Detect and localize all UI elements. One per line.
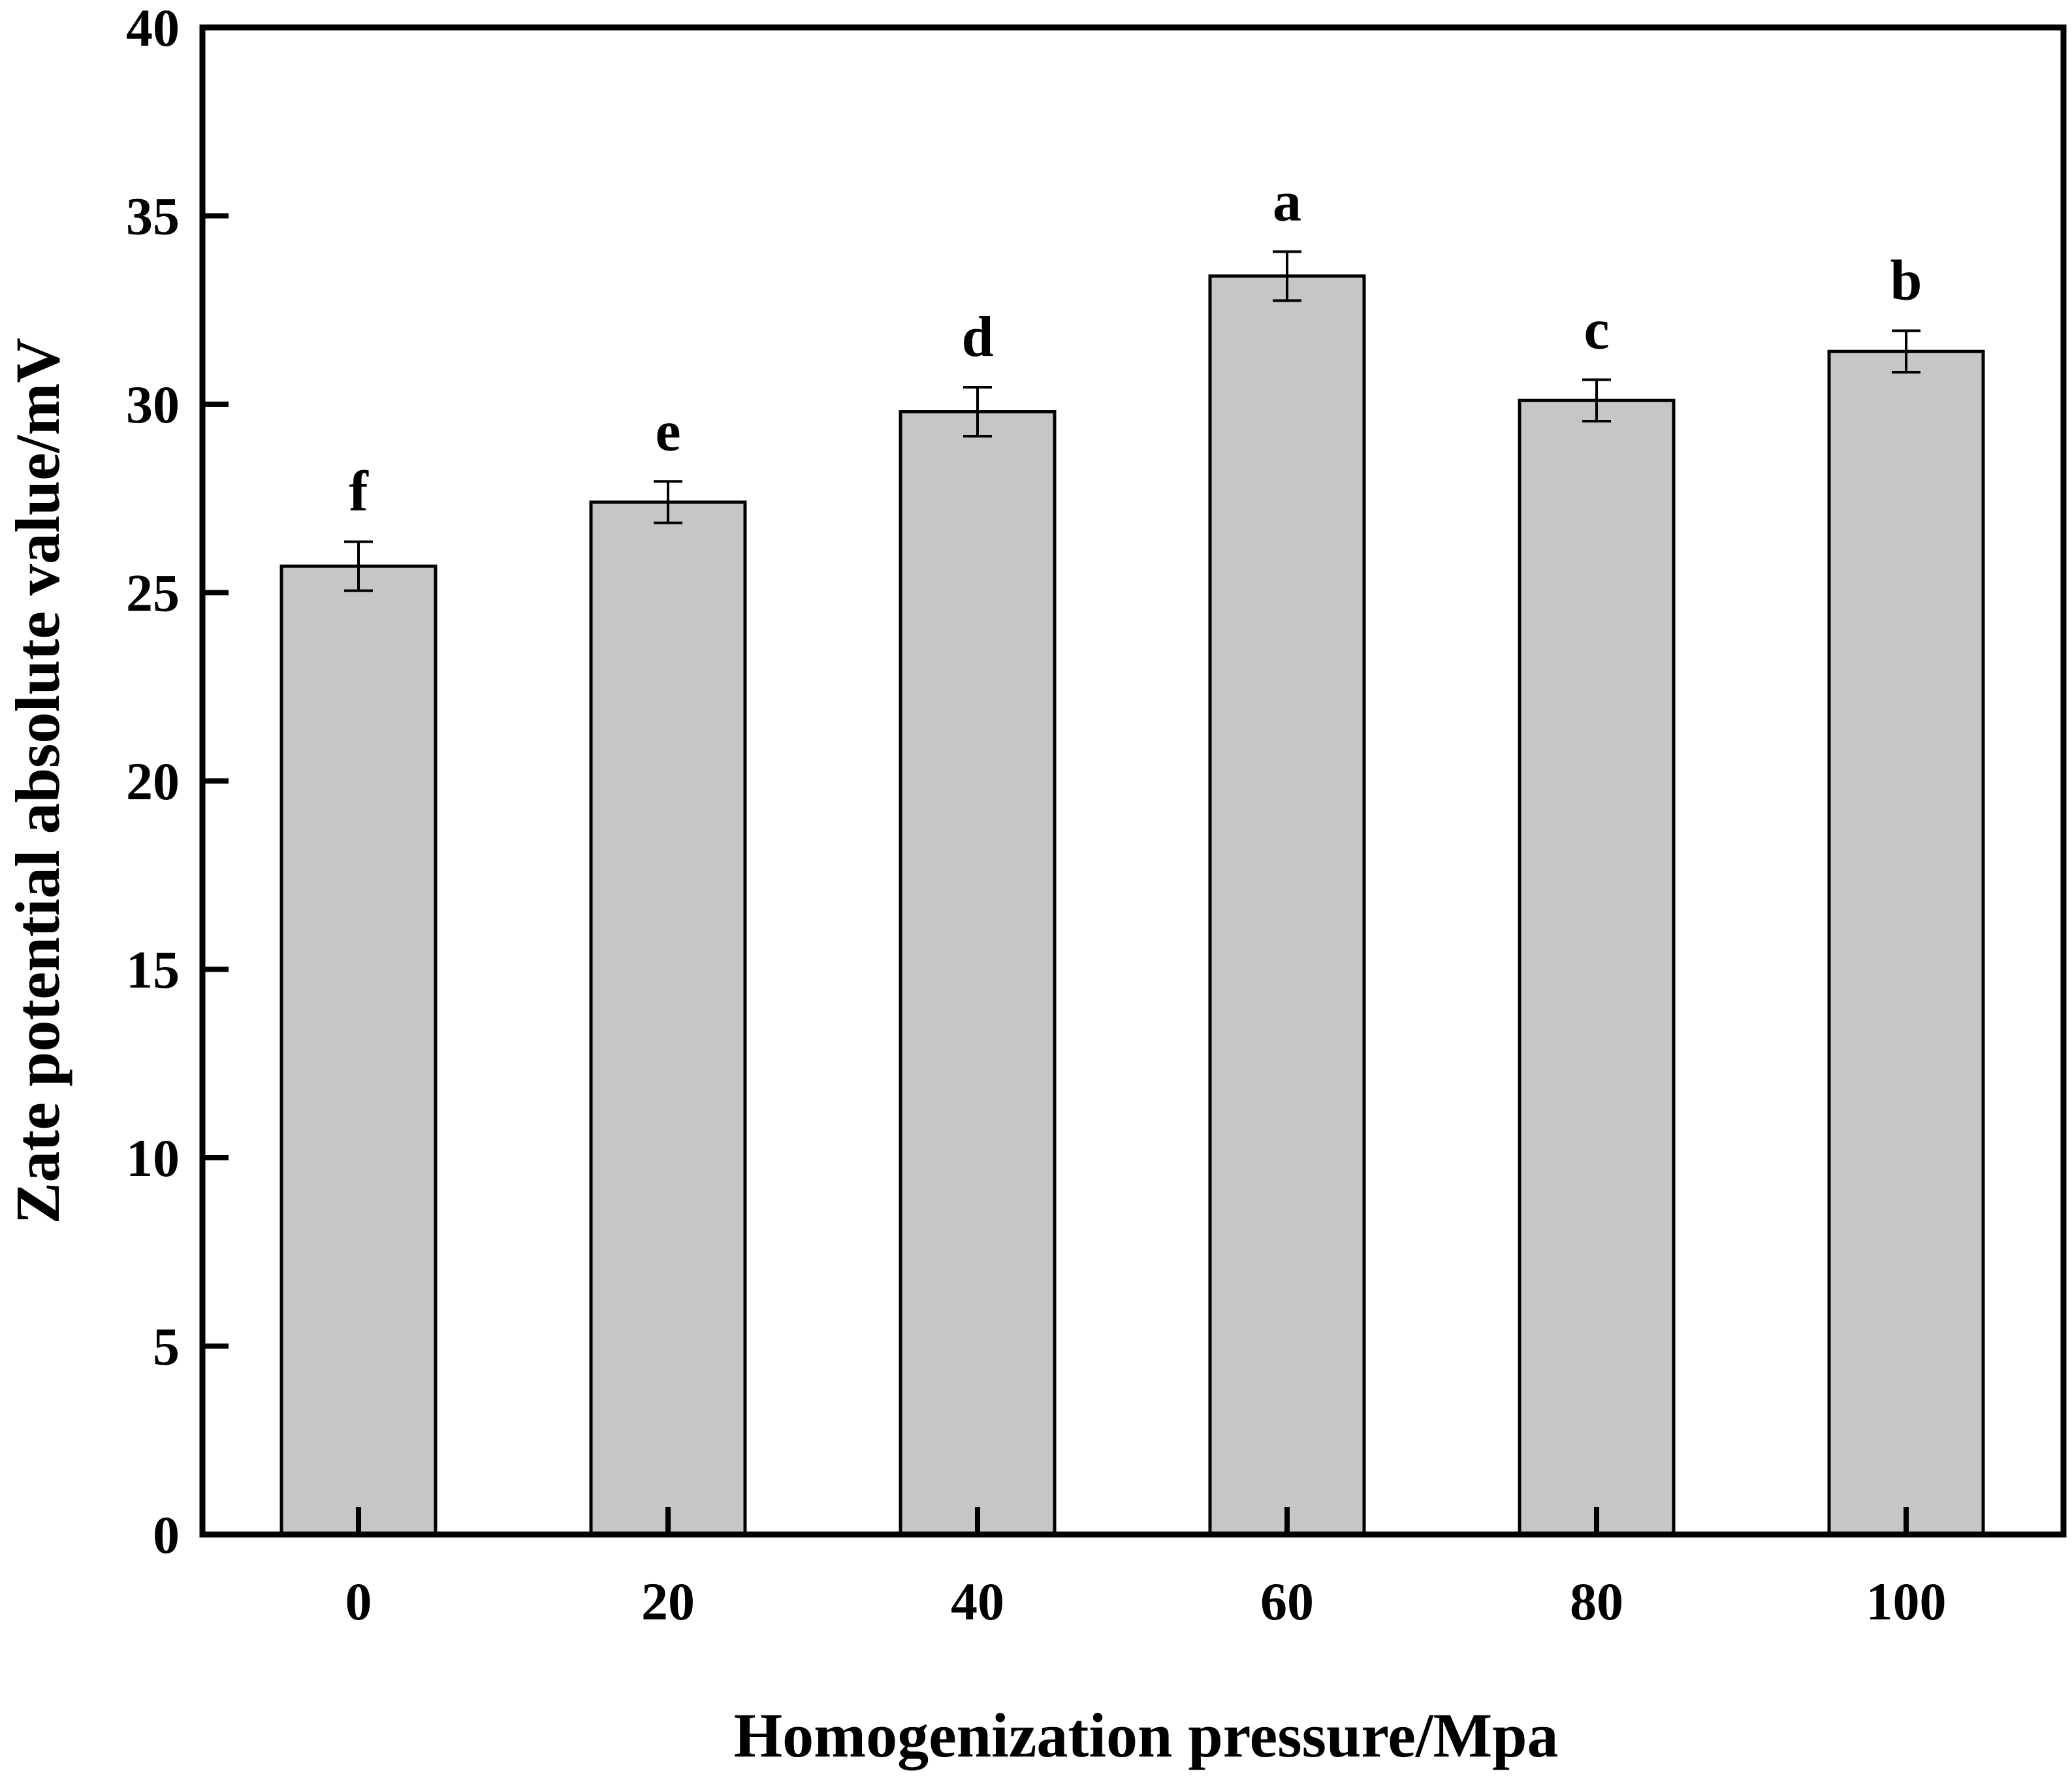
x-tick-label: 40	[951, 1572, 1004, 1631]
y-tick-label: 35	[126, 187, 180, 246]
error-bar-60	[1273, 250, 1301, 302]
significance-label-60: a	[1273, 170, 1301, 233]
x-tick-label: 80	[1570, 1572, 1623, 1631]
bar-40	[899, 410, 1057, 1536]
x-axis-title: Homogenization pressure/Mpa	[733, 1700, 1558, 1770]
plot-frame	[199, 24, 2067, 1538]
bar-20	[589, 500, 747, 1536]
bar-60	[1208, 274, 1366, 1536]
significance-label-100: b	[1890, 249, 1922, 312]
y-tick-label: 40	[126, 0, 180, 57]
error-bar-100	[1892, 329, 1921, 374]
bar-100	[1827, 349, 1985, 1536]
error-bar-0	[344, 540, 373, 592]
y-axis-title: Zate potential absolute value/mV	[3, 338, 72, 1224]
significance-label-80: c	[1584, 298, 1609, 361]
y-tick-label: 30	[126, 375, 180, 434]
significance-labels-layer: f e d a c b	[349, 170, 1922, 523]
y-tick-label: 15	[126, 940, 180, 1000]
x-tick-label: 60	[1260, 1572, 1314, 1631]
y-tick-label: 20	[126, 752, 180, 811]
error-bar-20	[654, 480, 682, 524]
bar-80	[1518, 398, 1676, 1536]
error-bar-40	[963, 386, 992, 438]
y-axis-ticks: 0 5 10 15 20 25 30 35 40	[126, 0, 229, 1565]
bar-0	[279, 564, 438, 1536]
y-tick-label: 5	[153, 1317, 180, 1376]
x-tick-label: 100	[1866, 1572, 1947, 1631]
y-tick-label: 0	[153, 1505, 180, 1565]
error-bars-layer	[344, 250, 1921, 592]
y-tick-label: 25	[126, 564, 180, 623]
significance-label-40: d	[962, 306, 994, 369]
significance-label-0: f	[349, 460, 369, 524]
x-tick-label: 0	[345, 1572, 372, 1631]
bars-layer	[279, 274, 1985, 1536]
significance-label-20: e	[655, 400, 680, 463]
error-bar-80	[1582, 378, 1611, 422]
y-tick-label: 10	[126, 1128, 180, 1188]
x-axis-ticks: 0 20 40 60 80 100	[345, 1507, 1947, 1631]
x-tick-label: 20	[641, 1572, 695, 1631]
